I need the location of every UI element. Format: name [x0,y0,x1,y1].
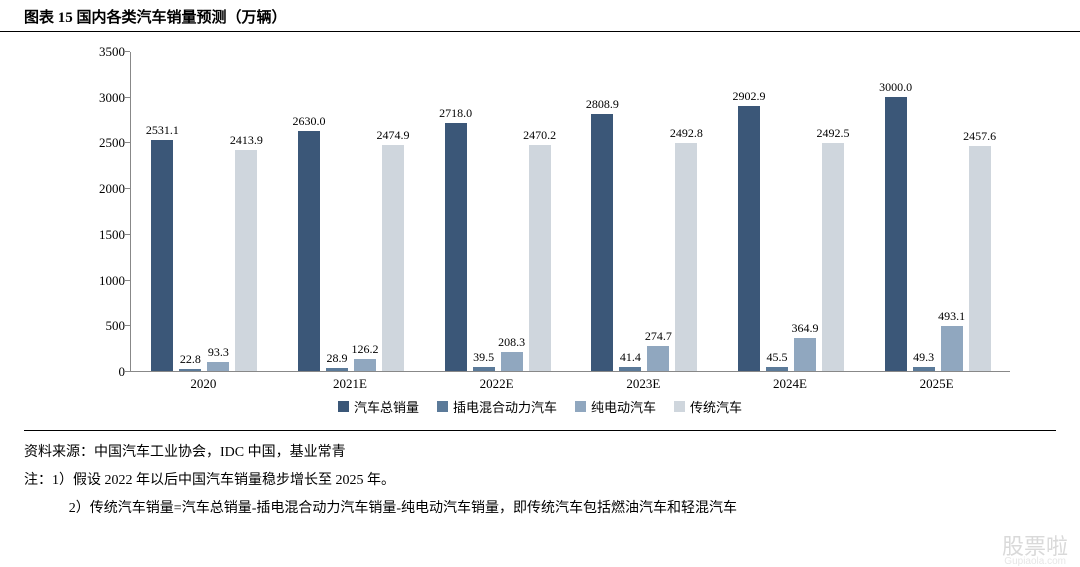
y-tick-mark [125,280,130,281]
bar-value-label: 2470.2 [523,128,556,143]
bar-value-label: 2413.9 [230,133,263,148]
bar-value-label: 3000.0 [879,80,912,95]
bar [501,352,523,371]
legend-item: 纯电动汽车 [575,397,656,416]
note-2: 2）传统汽车销量=汽车总销量-插电混合动力汽车销量-纯电动汽车销量，即传统汽车包… [69,501,737,516]
y-tick-label: 2000 [80,181,125,197]
note-line-2: 2）传统汽车销量=汽车总销量-插电混合动力汽车销量-纯电动汽车销量，即传统汽车包… [24,495,1056,523]
y-tick-mark [125,142,130,143]
legend-swatch [575,401,586,412]
y-tick-label: 3000 [80,90,125,106]
legend-item: 插电混合动力汽车 [437,397,557,416]
bar-value-label: 45.5 [767,350,788,365]
y-tick-label: 500 [80,318,125,334]
x-tick-label: 2021E [333,376,367,392]
note-1: 1）假设 2022 年以后中国汽车销量稳步增长至 2025 年。 [52,473,395,488]
legend-label: 纯电动汽车 [591,397,656,416]
legend-item: 汽车总销量 [338,397,419,416]
bar [445,123,467,372]
y-tick-label: 1500 [80,227,125,243]
bar [738,106,760,371]
bar [822,143,844,371]
bar [354,359,376,371]
bar [235,150,257,371]
chart-title: 图表 15 国内各类汽车销量预测（万辆） [0,0,1080,32]
legend-swatch [338,401,349,412]
bar-value-label: 2902.9 [733,89,766,104]
bar-value-label: 39.5 [473,350,494,365]
y-tick-mark [125,51,130,52]
bar-value-label: 493.1 [938,309,965,324]
source-label: 资料来源： [24,445,94,460]
x-tick-label: 2020 [190,376,216,392]
legend-label: 汽车总销量 [354,397,419,416]
legend-label: 传统汽车 [690,397,742,416]
bar [382,145,404,371]
chart-legend: 汽车总销量 插电混合动力汽车 纯电动汽车 传统汽车 [60,397,1020,416]
bar-value-label: 2474.9 [377,128,410,143]
bar [619,367,641,371]
bar [913,367,935,372]
bar-value-label: 41.4 [620,350,641,365]
bar [941,326,963,371]
bar [647,346,669,371]
bar-value-label: 2492.5 [817,126,850,141]
y-tick-mark [125,234,130,235]
bar-value-label: 2531.1 [146,123,179,138]
legend-item: 传统汽车 [674,397,742,416]
x-tick-label: 2024E [773,376,807,392]
watermark-sub: Gupiaola.com [1004,556,1066,567]
bar [473,367,495,371]
x-tick-label: 2023E [626,376,660,392]
bar [969,146,991,371]
bar [298,131,320,371]
bar-value-label: 22.8 [180,352,201,367]
notes-label: 注： [24,473,52,488]
legend-label: 插电混合动力汽车 [453,397,557,416]
bar [326,368,348,371]
y-tick-label: 3500 [80,44,125,60]
y-tick-mark [125,371,130,372]
bar-value-label: 2808.9 [586,97,619,112]
bar [179,369,201,371]
source-text: 中国汽车工业协会，IDC 中国，基业常青 [94,445,346,460]
y-tick-label: 0 [80,364,125,380]
legend-swatch [437,401,448,412]
bar [766,367,788,371]
y-tick-mark [125,188,130,189]
chart-footer: 资料来源：中国汽车工业协会，IDC 中国，基业常青 注：1）假设 2022 年以… [24,430,1056,523]
x-tick-label: 2022E [480,376,514,392]
y-tick-label: 2500 [80,135,125,151]
source-line: 资料来源：中国汽车工业协会，IDC 中国，基业常青 [24,439,1056,467]
bar-value-label: 274.7 [645,329,672,344]
plot-area: 2531.1 22.8 93.3 2413.9 2630.0 28.9 126.2 2474.… [130,52,1010,372]
bar [529,145,551,371]
bar [675,143,697,371]
y-tick-mark [125,97,130,98]
x-tick-label: 2025E [920,376,954,392]
bar [151,140,173,371]
bar-value-label: 208.3 [498,335,525,350]
legend-swatch [674,401,685,412]
bar-value-label: 2457.6 [963,129,996,144]
y-tick-mark [125,325,130,326]
bar-value-label: 49.3 [913,350,934,365]
bar-value-label: 126.2 [352,342,379,357]
bar [207,362,229,371]
bar-value-label: 364.9 [792,321,819,336]
bar-value-label: 2492.8 [670,126,703,141]
chart-container: 2531.1 22.8 93.3 2413.9 2630.0 28.9 126.2 2474.… [60,42,1020,422]
bar [794,338,816,371]
note-line-1: 注：1）假设 2022 年以后中国汽车销量稳步增长至 2025 年。 [24,467,1056,495]
bar-value-label: 2718.0 [439,106,472,121]
bar-value-label: 28.9 [327,351,348,366]
bar [591,114,613,371]
bar-value-label: 93.3 [208,345,229,360]
bar [885,97,907,371]
y-tick-label: 1000 [80,273,125,289]
bar-value-label: 2630.0 [293,114,326,129]
